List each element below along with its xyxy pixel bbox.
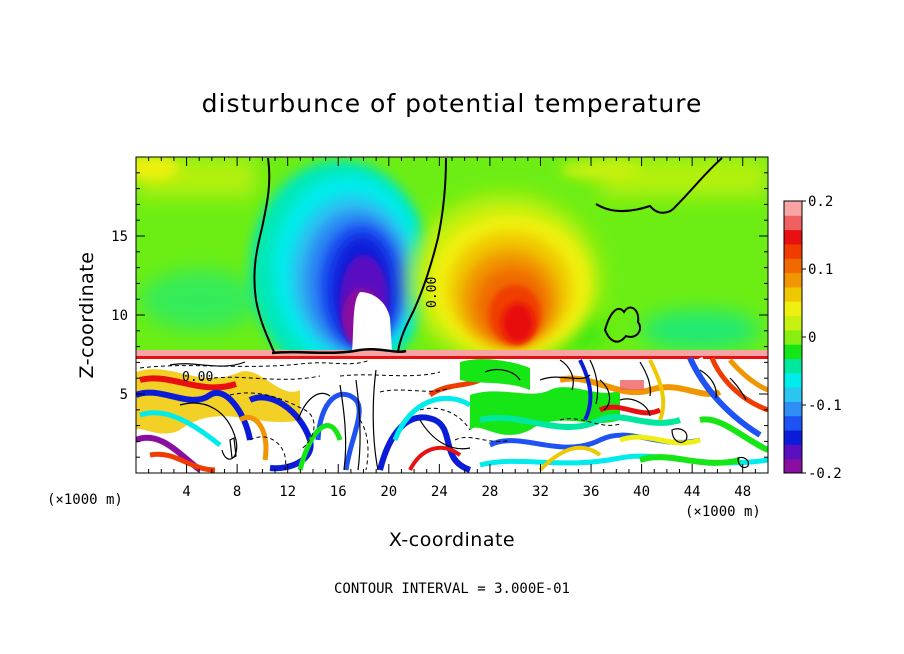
x-tick-label: 32 [532, 484, 549, 500]
contour-label-lower: 0.00 [182, 370, 213, 385]
colorbar-swatch [784, 415, 802, 431]
colorbar-swatch [784, 315, 802, 331]
x-unit-left: (×1000 m) [47, 492, 123, 508]
colorbar-swatch [784, 286, 802, 302]
contour-interval-note: CONTOUR INTERVAL = 3.000E-01 [334, 581, 570, 597]
x-axis-label: X-coordinate [389, 529, 515, 551]
cold-anomaly [250, 160, 430, 380]
colorbar-swatch [784, 215, 802, 231]
x-tick-label: 8 [233, 484, 241, 500]
colorbar-tick-label: 0.2 [808, 194, 833, 210]
solid-small-contours [169, 359, 749, 471]
y-tick-label: 15 [111, 229, 128, 245]
colorbar-swatch [784, 258, 802, 274]
colorbar-swatch [784, 458, 802, 474]
chart-title: disturbunce of potential temperature [202, 89, 703, 118]
y-tick-label: 5 [120, 387, 128, 403]
colorbar-swatch [784, 344, 802, 359]
colorbar-tick-label: -0.1 [808, 398, 842, 414]
x-tick-label: 48 [734, 484, 751, 500]
x-unit-right: (×1000 m) [685, 504, 761, 520]
x-tick-label: 16 [330, 484, 347, 500]
colorbar-tick-label: 0 [808, 330, 816, 346]
field [136, 157, 768, 473]
x-tick-label: 44 [684, 484, 701, 500]
x-tick-label: 36 [583, 484, 600, 500]
y-tick-label: 10 [111, 308, 128, 324]
dashed-contours [139, 359, 621, 471]
colorbar-swatch [784, 372, 802, 388]
colorbar-swatch [784, 387, 802, 402]
colorbar-swatch [784, 329, 802, 345]
x-tick-label: 24 [431, 484, 448, 500]
x-tick-label: 40 [633, 484, 650, 500]
colorbar: 0.2 0.1 0 -0.1 -0.2 [783, 194, 842, 482]
x-tick-label: 12 [279, 484, 296, 500]
lower-layer [136, 350, 768, 473]
colorbar-tick-label: 0.1 [808, 262, 833, 278]
colorbar-swatch [784, 243, 802, 259]
y-axis: 5 10 15 [111, 172, 768, 458]
x-tick-label: 4 [182, 484, 190, 500]
colorbar-tick-label: -0.2 [808, 466, 842, 482]
warm-anomaly [410, 195, 600, 365]
colorbar-swatch [784, 301, 802, 317]
x-axis: 4 8 12 16 20 24 28 32 36 40 44 48 [148, 157, 756, 500]
colorbar-swatch [784, 229, 802, 245]
colorbar-swatch [784, 401, 802, 417]
colorbar-swatch [784, 430, 802, 445]
colorbar-swatch [784, 272, 802, 288]
x-tick-label: 28 [481, 484, 498, 500]
colorbar-swatch [784, 444, 802, 460]
contours [139, 157, 749, 471]
x-tick-label: 20 [380, 484, 397, 500]
colorbar-swatch [784, 358, 802, 374]
contour-label-upper: 0.00 [425, 277, 440, 308]
colorbar-swatch [784, 201, 802, 216]
y-axis-label: Z-coordinate [76, 252, 98, 379]
